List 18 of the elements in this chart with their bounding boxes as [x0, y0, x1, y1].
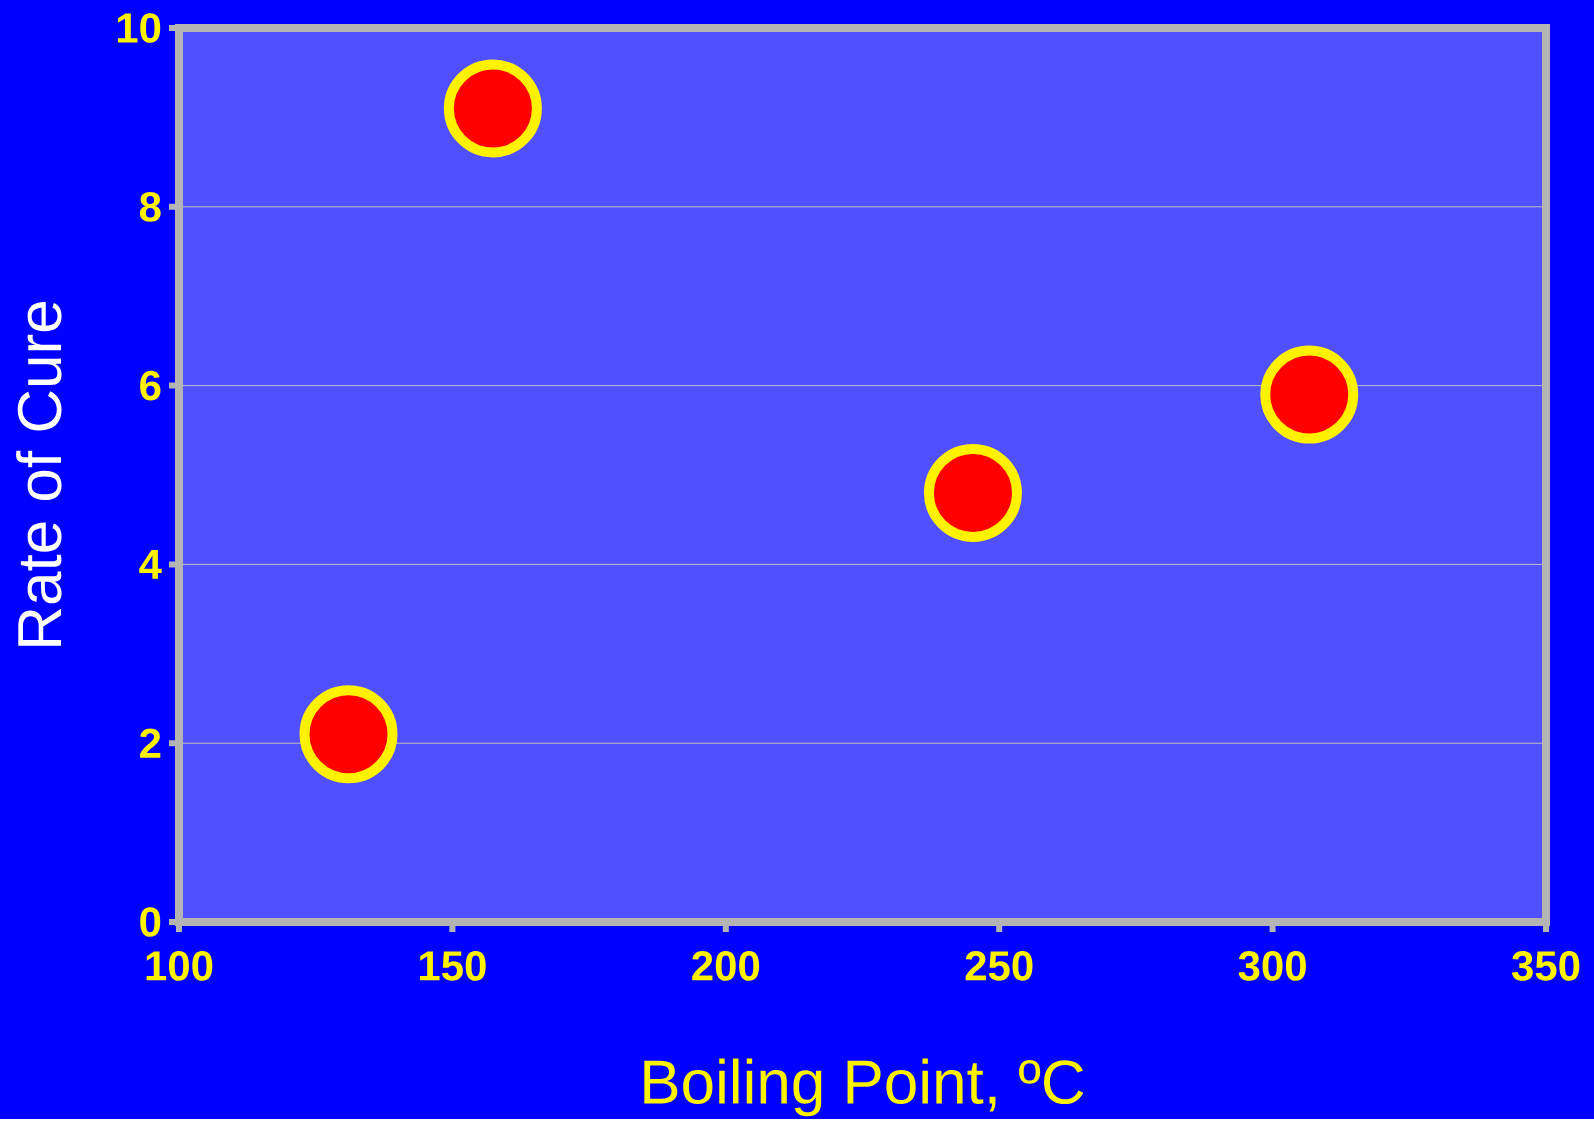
- x-tick-label: 200: [692, 951, 760, 981]
- point: [1260, 345, 1359, 444]
- x-tick-label: 100: [146, 951, 213, 981]
- y-tick-label: 0: [140, 907, 161, 937]
- point: [923, 443, 1022, 542]
- y-tick-label: 4: [139, 549, 162, 579]
- x-axis-title: Boiling Point, ºC: [644, 1058, 1084, 1117]
- y-tick-label: 8: [139, 191, 161, 222]
- y-tick-label: 6: [140, 370, 161, 401]
- y-axis-title: Rate of Cure: [16, 302, 62, 646]
- x-tick-label: 250: [965, 951, 1033, 981]
- x-tick-label: 300: [1238, 951, 1306, 981]
- point: [443, 59, 542, 158]
- x-tick-label: 350: [1511, 951, 1580, 981]
- x-tick-label: 150: [420, 951, 486, 981]
- y-tick-label: 10: [117, 13, 161, 43]
- point: [299, 685, 398, 784]
- y-tick-label: 2: [140, 728, 161, 758]
